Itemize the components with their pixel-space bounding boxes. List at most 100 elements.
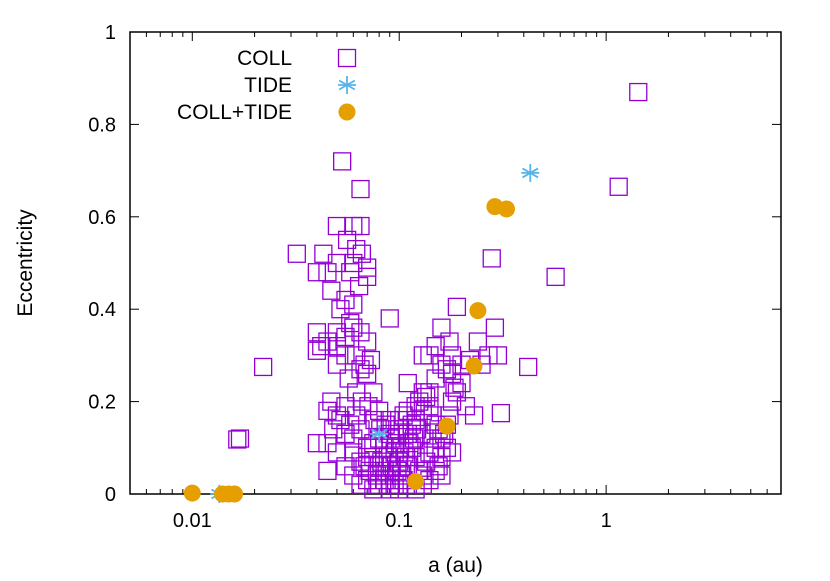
x-tick-label: 0.1: [385, 510, 413, 532]
data-point: [432, 447, 451, 467]
data-point: [327, 253, 347, 273]
data-point: [417, 452, 436, 471]
data-point: [359, 397, 378, 416]
data-point: [413, 383, 432, 402]
data-point: [410, 392, 429, 411]
data-point: [452, 373, 471, 393]
data-point: [372, 452, 391, 471]
data-point: [488, 346, 508, 365]
x-tick-label: 1: [601, 510, 612, 532]
data-point: [407, 420, 427, 439]
data-point: [361, 350, 381, 370]
data-point: [629, 82, 648, 102]
data-point: [347, 406, 366, 425]
data-point: [307, 434, 327, 453]
data-point: [355, 355, 374, 374]
data-point: [337, 230, 357, 250]
y-axis-title: Eccentricity: [14, 209, 37, 317]
data-point: [333, 152, 352, 171]
data-point: [253, 357, 273, 377]
data-point: [351, 179, 370, 199]
data-point: [324, 420, 343, 439]
data-point: [442, 443, 462, 462]
data-point: [364, 383, 383, 402]
data-point: [456, 397, 476, 416]
data-point: [413, 346, 432, 365]
data-point: [447, 297, 467, 317]
data-point: [413, 401, 432, 420]
data-point: [407, 473, 425, 491]
data-point: [331, 410, 350, 430]
data-point: [307, 323, 327, 342]
data-point: [358, 258, 377, 277]
data-point: [351, 475, 370, 494]
data-point: [432, 466, 451, 485]
data-point: [318, 401, 337, 420]
data-point: [546, 267, 565, 287]
data-point: [352, 392, 372, 411]
legend-marker: [338, 76, 356, 94]
data-point: [519, 357, 538, 377]
data-point: [226, 485, 244, 503]
data-point: [395, 443, 414, 462]
data-marks: [183, 82, 648, 503]
data-point: [360, 461, 379, 481]
data-point: [183, 484, 201, 502]
series-coll: [228, 82, 648, 499]
legend-label: COLL+TIDE: [177, 101, 292, 124]
legend: COLL TIDE COLL+TIDE: [177, 47, 357, 124]
data-point: [351, 323, 370, 342]
y-tick-label: 0.2: [88, 392, 116, 414]
data-point: [336, 457, 355, 476]
data-point: [390, 438, 410, 457]
y-tick-label: 0: [105, 484, 116, 506]
data-point: [336, 424, 355, 444]
data-point: [479, 346, 498, 365]
data-point: [437, 360, 457, 379]
legend-marker: [338, 103, 356, 121]
data-point: [442, 346, 462, 365]
data-point: [344, 318, 363, 337]
data-point: [370, 401, 389, 420]
data-point: [344, 295, 363, 314]
data-point: [344, 429, 363, 448]
data-point: [404, 429, 424, 448]
data-point: [365, 410, 384, 430]
data-point: [307, 341, 327, 360]
data-point: [351, 420, 370, 439]
data-point: [367, 466, 387, 485]
data-point: [432, 355, 451, 374]
data-point: [609, 177, 628, 196]
data-point: [426, 337, 445, 356]
y-tick-label: 0.6: [88, 207, 116, 229]
legend-label: TIDE: [244, 74, 292, 97]
data-point: [398, 457, 417, 476]
data-point: [498, 200, 516, 218]
data-point: [351, 452, 370, 471]
data-point: [380, 470, 399, 490]
data-point: [396, 447, 416, 467]
x-axis-title: a (au): [428, 554, 483, 577]
data-point: [322, 281, 341, 300]
data-point: [465, 357, 483, 375]
data-point: [358, 447, 377, 467]
data-point: [398, 373, 417, 393]
data-point: [442, 364, 462, 384]
data-point: [406, 397, 425, 416]
data-point: [318, 434, 337, 453]
data-point: [417, 387, 436, 407]
axis-ticks: 0.01 0.1 1 0 0.2 0.4 0.6 0.8 1: [88, 22, 781, 532]
data-point: [341, 313, 360, 333]
legend-label: COLL: [237, 47, 292, 70]
data-point: [491, 403, 511, 423]
data-point: [437, 438, 457, 457]
data-point: [402, 438, 421, 457]
data-point: [344, 443, 363, 462]
data-point: [521, 163, 540, 182]
data-point: [370, 424, 389, 443]
data-point: [322, 392, 341, 411]
series-coll-tide: [183, 198, 516, 503]
data-point: [336, 290, 355, 310]
data-point: [482, 249, 501, 268]
data-point: [287, 244, 306, 263]
